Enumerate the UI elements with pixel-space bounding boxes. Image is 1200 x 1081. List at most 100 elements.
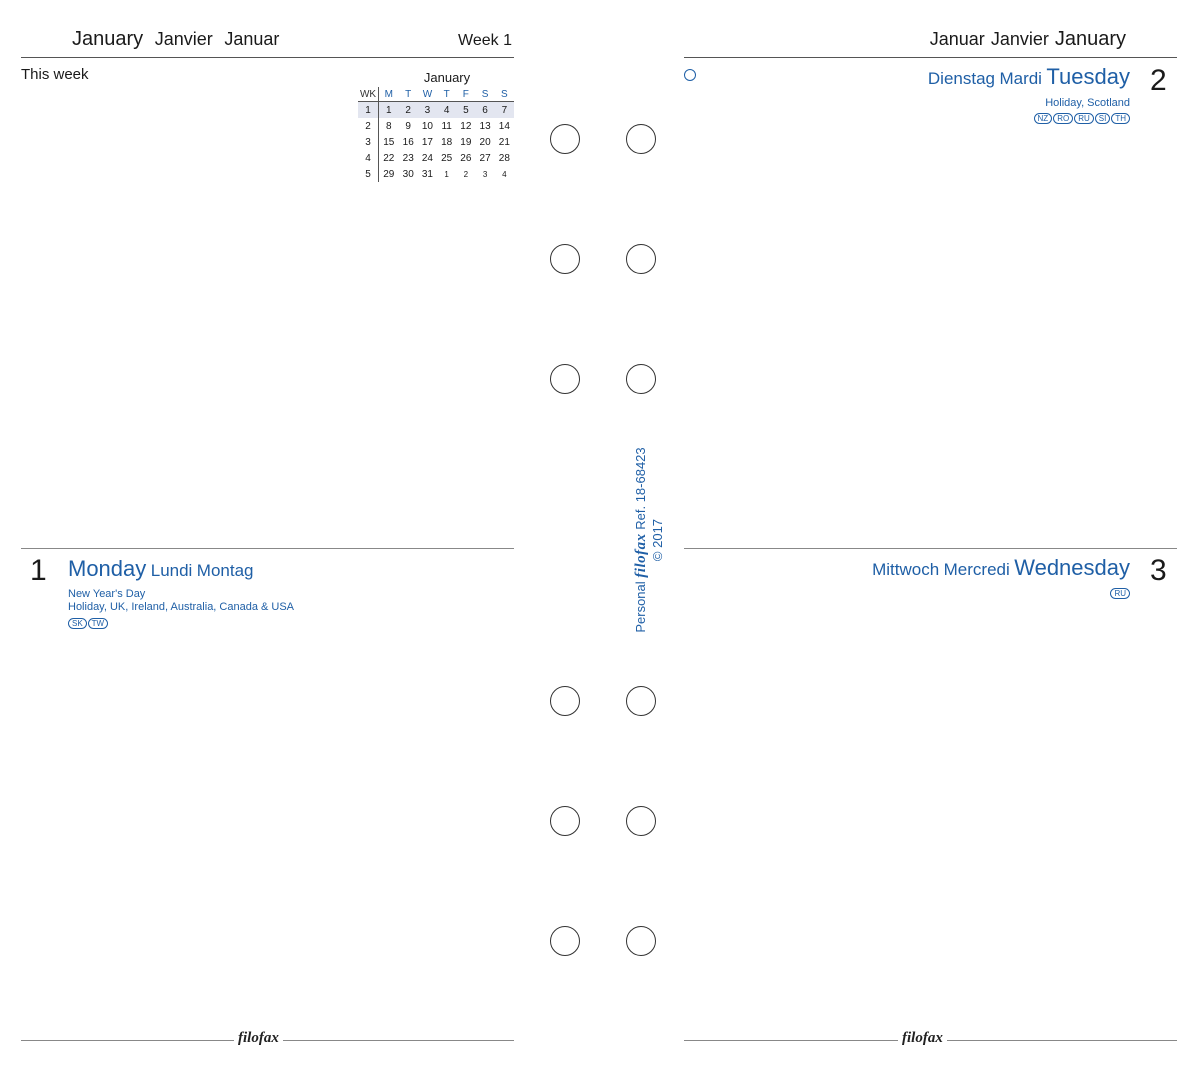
month-de: Januar (224, 29, 280, 49)
day-cell: 21 (498, 136, 510, 148)
day-number-tuesday: 2 (1150, 64, 1167, 97)
week-number: 4 (358, 150, 379, 166)
day-cell: 3 (417, 101, 438, 118)
day-name-tuesday: Dienstag Mardi Tuesday (928, 64, 1130, 90)
month-fr: Janvier (990, 29, 1049, 49)
month-en: January (1054, 28, 1126, 50)
punch-hole (550, 926, 580, 956)
punch-hole (550, 244, 580, 274)
spine-ref: Ref. 18-68423 (633, 447, 648, 530)
header-rule-left (21, 57, 514, 58)
day-cell-next-month: 3 (482, 169, 488, 179)
day-cell: 22 (383, 152, 395, 164)
mini-calendar-week-row: 4 22 23 24 25 26 27 28 (358, 150, 514, 166)
mini-calendar-title: January (423, 70, 471, 85)
country-badge: RU (1110, 588, 1130, 599)
month-fr: Janvier (154, 29, 213, 49)
this-week-label: This week (21, 66, 89, 83)
punch-hole (626, 244, 656, 274)
week-number: 5 (358, 166, 379, 182)
day-name-fr: Mardi (999, 69, 1042, 88)
mini-calendar-header: M (378, 87, 399, 102)
punch-hole (550, 686, 580, 716)
mini-calendar-week-row: 3 15 16 17 18 19 20 21 (358, 134, 514, 150)
day-cell: 15 (383, 136, 395, 148)
mini-calendar-header: S (475, 87, 495, 102)
holiday-note: New Year's Day (68, 588, 146, 600)
country-badge: SI (1094, 113, 1111, 124)
week-label: Week 1 (458, 32, 512, 49)
month-en: January (72, 28, 144, 50)
mini-calendar-week-row: 2 8 9 10 11 12 13 14 (358, 118, 514, 134)
spine-copyright: © 2017 (650, 518, 665, 562)
country-badge: RU (1074, 113, 1094, 124)
day-name-en: Tuesday (1046, 64, 1130, 89)
day-cell: 12 (460, 120, 472, 132)
day-cell: 5 (456, 101, 476, 118)
day-cell: 17 (421, 136, 433, 148)
punch-hole (550, 806, 580, 836)
punch-hole (550, 124, 580, 154)
day-cell: 19 (460, 136, 472, 148)
day-name-fr: Lundi (150, 561, 193, 580)
mini-calendar-header: T (437, 87, 457, 102)
header-rule-right (684, 57, 1177, 58)
left-page-header: January Janvier Januar (72, 28, 279, 51)
country-badge: RO (1053, 113, 1074, 124)
country-badge: SK (68, 618, 87, 629)
holiday-note: Holiday, Scotland (1045, 97, 1130, 109)
punch-hole (626, 364, 656, 394)
country-badge: TH (1111, 113, 1130, 124)
mini-calendar-week-row: 5 29 30 31 1 2 3 4 (358, 166, 514, 182)
day-cell-next-month: 4 (502, 169, 507, 179)
punch-hole (626, 926, 656, 956)
punch-hole (550, 364, 580, 394)
day-number-wednesday: 3 (1150, 554, 1167, 587)
day-cell: 16 (402, 136, 414, 148)
day-cell-next-month: 2 (463, 169, 469, 179)
day-name-en: Wednesday (1014, 555, 1130, 580)
day-cell: 14 (498, 120, 510, 132)
mini-calendar: January WK M T W T F S S 1 1 2 3 4 5 6 (358, 70, 514, 182)
day-cell: 26 (460, 152, 472, 164)
day-cell: 23 (402, 152, 414, 164)
day-cell: 28 (498, 152, 510, 164)
country-badges-monday: SK TW (68, 618, 109, 629)
day-cell: 25 (441, 152, 453, 164)
day-cell: 6 (475, 101, 495, 118)
day-cell: 29 (383, 168, 395, 180)
day-name-monday: Monday Lundi Montag (68, 556, 254, 582)
day-cell: 20 (479, 136, 491, 148)
mini-calendar-header: S (494, 87, 514, 102)
spine-brand: filofax (633, 533, 649, 578)
marker-circle-icon (684, 69, 696, 81)
country-badges-wednesday: RU (1110, 588, 1130, 599)
month-de: Januar (929, 29, 985, 49)
mini-calendar-header: F (456, 87, 476, 102)
punch-hole (626, 124, 656, 154)
day-cell: 1 (378, 101, 399, 118)
filofax-logo: filofax (234, 1030, 283, 1047)
day-cell: 31 (421, 168, 433, 180)
holiday-note: Holiday, UK, Ireland, Australia, Canada … (68, 601, 295, 613)
day-divider-right (684, 548, 1177, 549)
day-cell: 10 (421, 120, 433, 132)
mini-calendar-week-row: 1 1 2 3 4 5 6 7 (358, 101, 514, 118)
day-cell: 2 (398, 101, 418, 118)
day-number-monday: 1 (30, 554, 47, 587)
day-cell: 30 (402, 168, 414, 180)
day-cell: 27 (479, 152, 491, 164)
day-name-de: Mittwoch (872, 560, 940, 579)
day-cell-next-month: 1 (444, 169, 449, 179)
day-name-de: Montag (196, 561, 254, 580)
right-page-header: Januar Janvier January (930, 28, 1126, 51)
punch-hole (626, 686, 656, 716)
punch-hole (626, 806, 656, 836)
day-cell: 7 (494, 101, 514, 118)
week-number: 2 (358, 118, 379, 134)
spine-line1: Personal filofax Ref. 18-68423 (633, 447, 650, 632)
day-cell: 4 (437, 101, 457, 118)
day-divider-left (21, 548, 514, 549)
mini-calendar-header: W (417, 87, 438, 102)
day-name-de: Dienstag (927, 69, 995, 88)
